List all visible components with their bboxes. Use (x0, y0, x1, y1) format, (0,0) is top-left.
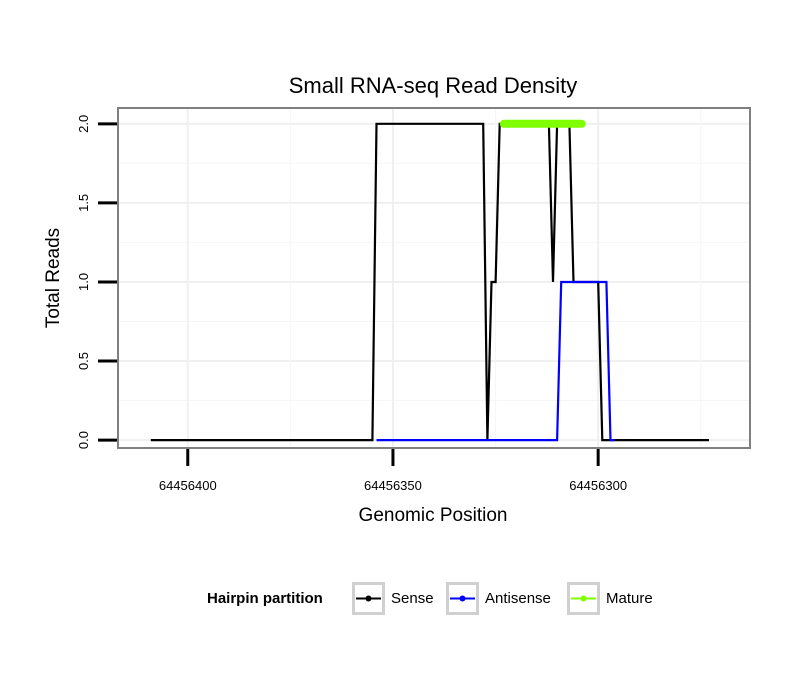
x-axis-title: Genomic Position (359, 505, 508, 526)
legend-key-point (459, 595, 466, 602)
legend-label: Sense (391, 590, 434, 607)
legend-key-point (580, 595, 587, 602)
chart-title: Small RNA-seq Read Density (289, 73, 578, 98)
x-tick-label: 64456300 (569, 478, 627, 493)
y-tick-label: 1.5 (76, 194, 91, 212)
legend: Hairpin partition Sense Antisense Mature (207, 582, 653, 615)
y-axis-title: Total Reads (43, 228, 64, 328)
plot-panel-border (117, 107, 751, 449)
legend-title: Hairpin partition (207, 590, 323, 607)
y-tick-label: 0.0 (76, 431, 91, 449)
series-line-antisense (376, 280, 615, 442)
y-tick-label: 0.5 (76, 352, 91, 370)
legend-label: Mature (606, 590, 653, 607)
y-tick-label: 1.0 (76, 273, 91, 291)
legend-item-antisense: Antisense (446, 582, 551, 615)
y-tick-label: 2.0 (76, 115, 91, 133)
legend-item-sense: Sense (352, 582, 434, 615)
plot-panel (118, 108, 750, 448)
x-tick-label: 64456400 (159, 478, 217, 493)
legend-label: Antisense (485, 590, 551, 607)
x-tick-label: 64456350 (364, 478, 422, 493)
legend-key-point (365, 595, 372, 602)
legend-item-mature: Mature (567, 582, 653, 615)
